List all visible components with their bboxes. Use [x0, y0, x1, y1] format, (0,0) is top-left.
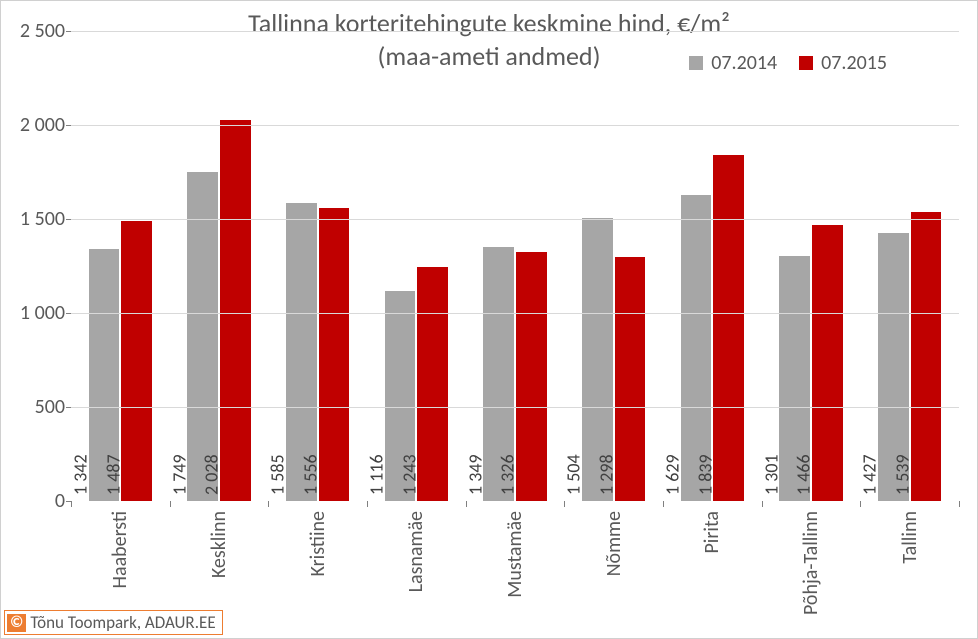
y-tick-label: 0 [5, 489, 65, 513]
bar-value-label: 1 427 [851, 454, 873, 495]
x-tick-label: Tallinn [898, 511, 922, 564]
bar-value-label: 1 349 [456, 454, 478, 495]
x-tick-label: Mustamäe [503, 511, 527, 598]
bar-value-label: 1 839 [686, 454, 708, 495]
x-tick-mark [663, 501, 664, 507]
bar: 1 749 [187, 172, 218, 501]
bar-value-label: 1 556 [292, 454, 314, 495]
x-tick-mark [860, 501, 861, 507]
bar: 1 326 [516, 252, 547, 501]
x-tick-mark [170, 501, 171, 507]
bar: 1 556 [319, 208, 350, 501]
bar-value-label: 1 504 [555, 454, 577, 495]
x-tick-label: Lasnamäe [404, 511, 428, 592]
credit-badge: © Tõnu Toompark, ADAUR.EE [4, 610, 223, 635]
x-tick-mark [466, 501, 467, 507]
bar-value-label: 1 298 [588, 454, 610, 495]
x-tick-mark [268, 501, 269, 507]
bar: 1 298 [615, 257, 646, 501]
x-axis-labels: Haabersti Kesklinn Kristiine Lasnamäe Mustam… [71, 507, 959, 617]
y-tick-label: 1 500 [5, 207, 65, 231]
bar-value-label: 1 539 [884, 454, 906, 495]
x-tick-label: Nõmme [602, 511, 626, 576]
gridline [71, 125, 959, 126]
y-tick-label: 2 500 [5, 19, 65, 43]
x-tick-label: Kesklinn [207, 511, 231, 578]
bar-value-label: 1 749 [160, 454, 182, 495]
bar-value-label: 2 028 [193, 454, 215, 495]
gridline [71, 313, 959, 314]
credit-text: Tõnu Toompark, ADAUR.EE [30, 612, 215, 633]
bar-value-label: 1 487 [94, 454, 116, 495]
y-tick-mark [66, 407, 71, 408]
bar-value-label: 1 585 [259, 454, 281, 495]
plot-area: 1 3421 4871 7492 0281 5851 5561 1161 243… [71, 31, 959, 501]
x-tick-mark [564, 501, 565, 507]
bars-layer: 1 3421 4871 7492 0281 5851 5561 1161 243… [71, 31, 959, 501]
bar-value-label: 1 342 [62, 454, 84, 495]
y-tick-label: 2 000 [5, 113, 65, 137]
y-tick-mark [66, 313, 71, 314]
bar: 1 243 [417, 267, 448, 501]
bar-value-label: 1 629 [654, 454, 676, 495]
bar-value-label: 1 116 [358, 454, 380, 495]
bar: 1 539 [911, 212, 942, 501]
y-tick-mark [66, 31, 71, 32]
bar: 1 839 [713, 155, 744, 501]
gridline [71, 407, 959, 408]
x-tick-mark [367, 501, 368, 507]
x-tick-label: Kristiine [306, 511, 330, 576]
x-tick-label: Haabersti [108, 511, 132, 588]
copyright-icon: © [7, 614, 26, 632]
bar: 1 466 [812, 225, 843, 501]
y-tick-label: 500 [5, 395, 65, 419]
bar-value-label: 1 466 [785, 454, 807, 495]
bar-value-label: 1 243 [390, 454, 412, 495]
bar: 2 028 [220, 120, 251, 501]
y-tick-mark [66, 125, 71, 126]
y-tick-label: 1 000 [5, 301, 65, 325]
x-tick-mark [762, 501, 763, 507]
chart-container: Tallinna korteritehingute keskmine hind,… [0, 0, 978, 639]
bar: 1 487 [121, 221, 152, 501]
x-tick-label: Põhja-Tallinn [799, 511, 823, 615]
gridline [71, 219, 959, 220]
gridline [71, 31, 959, 32]
x-tick-label: Pirita [700, 511, 724, 554]
x-tick-mark [71, 501, 72, 507]
bar-value-label: 1 301 [752, 454, 774, 495]
x-tick-mark [959, 501, 960, 507]
y-tick-mark [66, 219, 71, 220]
bar-value-label: 1 326 [489, 454, 511, 495]
